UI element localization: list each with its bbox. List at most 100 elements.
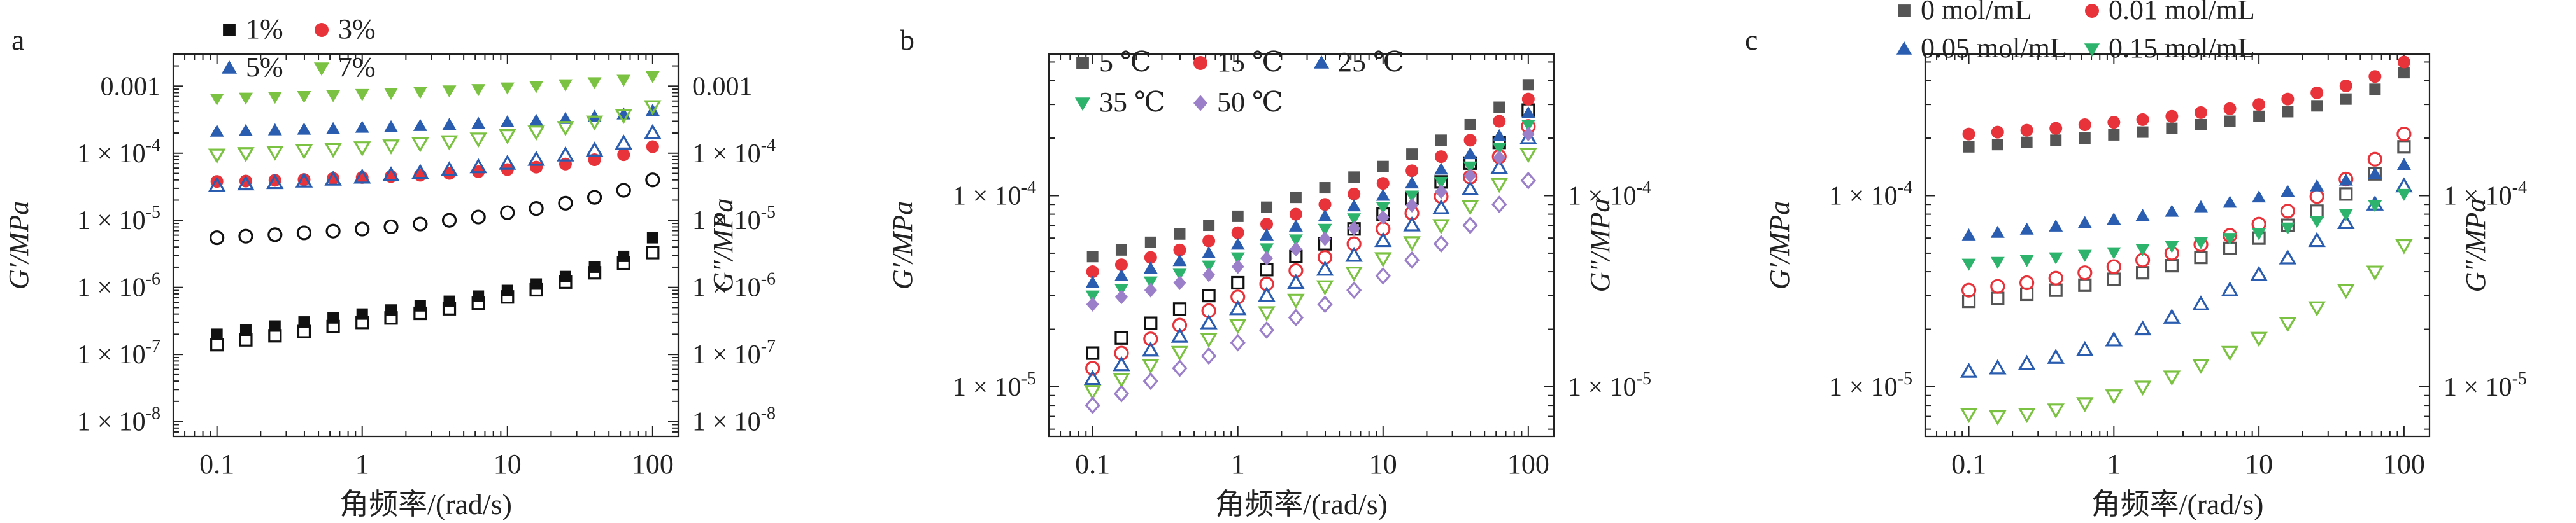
data-point — [2107, 272, 2121, 286]
data-point — [267, 123, 282, 136]
data-point — [1348, 171, 1360, 183]
data-point — [1989, 410, 2007, 426]
data-point — [557, 146, 574, 162]
data-point — [1114, 289, 1128, 305]
data-point — [2049, 219, 2063, 232]
data-point — [1173, 275, 1186, 290]
data-point — [1231, 275, 1245, 290]
data-point — [1230, 237, 1245, 250]
legend-item: 25 ℃ — [1313, 46, 1404, 78]
series-3 — [1961, 127, 2412, 298]
data-point — [1142, 372, 1158, 391]
plot-frame — [1048, 53, 1555, 438]
data-point — [615, 134, 633, 150]
series-8 — [1086, 127, 1535, 312]
data-point — [1143, 276, 1158, 289]
data-point — [2076, 397, 2094, 413]
data-point — [1287, 274, 1305, 289]
data-point — [211, 328, 223, 340]
data-point — [2078, 118, 2091, 131]
x-tick-label: 1 — [355, 449, 369, 480]
y-tick-base: 1 × 10 — [953, 373, 1021, 402]
y-tick-base: 1 × 10 — [692, 274, 761, 303]
data-point — [529, 282, 543, 297]
data-point — [1086, 265, 1099, 279]
data-point — [2133, 380, 2152, 396]
data-point — [1258, 306, 1276, 322]
data-point — [2019, 275, 2035, 291]
data-point — [1963, 141, 1975, 153]
data-point — [616, 74, 631, 87]
data-point — [527, 125, 545, 141]
data-point — [2107, 247, 2121, 260]
legend-marker — [1193, 95, 1207, 111]
y-tick-label-left: 1 × 10-7 — [77, 337, 160, 370]
data-point — [1405, 176, 1420, 189]
data-point — [2193, 200, 2208, 213]
data-point — [1228, 319, 1247, 335]
data-point — [1083, 385, 1102, 400]
data-point — [2133, 320, 2152, 336]
data-point — [1318, 223, 1332, 236]
data-point — [529, 201, 544, 216]
data-point — [1288, 234, 1303, 247]
data-point — [413, 216, 428, 232]
y-tick-label-right: 1 × 10-4 — [692, 136, 776, 169]
data-point — [385, 304, 397, 316]
data-point — [1202, 267, 1216, 282]
data-point — [413, 118, 427, 131]
data-point — [2077, 265, 2093, 281]
data-point — [2048, 270, 2063, 286]
data-point — [1200, 347, 1217, 365]
data-point — [210, 124, 224, 137]
data-point — [1288, 309, 1304, 327]
data-point — [1463, 168, 1477, 183]
series-3 — [210, 172, 660, 246]
data-point — [2017, 354, 2036, 370]
data-point — [645, 71, 660, 83]
y-tick-label-left: 1 × 10-5 — [1829, 369, 1912, 402]
series-7 — [208, 100, 662, 164]
data-point — [1232, 210, 1244, 222]
x-tick-label: 10 — [1369, 449, 1397, 480]
series-0 — [1086, 79, 1534, 263]
data-point — [499, 129, 516, 144]
data-point — [1521, 92, 1535, 106]
data-point — [2163, 309, 2181, 324]
data-point — [1403, 216, 1421, 232]
data-point — [1289, 242, 1302, 257]
data-point — [558, 79, 573, 92]
data-point — [615, 109, 633, 125]
data-point — [1318, 198, 1332, 211]
data-point — [2165, 241, 2179, 253]
legend-marker — [1313, 55, 1330, 69]
data-point — [324, 143, 342, 158]
data-point — [2108, 129, 2120, 141]
data-point — [2223, 102, 2237, 115]
data-point — [1991, 139, 2003, 151]
data-point — [500, 205, 515, 220]
data-point — [1406, 148, 1418, 160]
y-axis-label-right: G″/MPa — [2460, 199, 2491, 293]
data-point — [1434, 150, 1448, 164]
data-point — [1172, 268, 1187, 281]
data-point — [2397, 140, 2411, 154]
data-point — [1085, 290, 1100, 303]
data-point — [1288, 219, 1303, 232]
data-point — [1432, 199, 1450, 214]
y-tick-base: 1 × 10 — [2444, 373, 2512, 402]
data-point — [327, 312, 339, 324]
data-point — [2396, 127, 2412, 142]
data-point — [2250, 331, 2268, 347]
data-point — [1114, 268, 1128, 281]
legend-label: 0.15 mol/mL — [2109, 32, 2255, 64]
data-point — [1230, 252, 1245, 265]
x-tick-label: 100 — [1507, 449, 1549, 480]
data-point — [2165, 109, 2179, 123]
y-tick-base: 1 × 10 — [1568, 373, 1637, 402]
y-tick-label-left: 1 × 10-5 — [953, 369, 1036, 402]
data-point — [237, 175, 255, 191]
data-point — [1377, 160, 1389, 172]
data-point — [1289, 207, 1302, 221]
y-tick-exponent: -8 — [146, 404, 160, 424]
